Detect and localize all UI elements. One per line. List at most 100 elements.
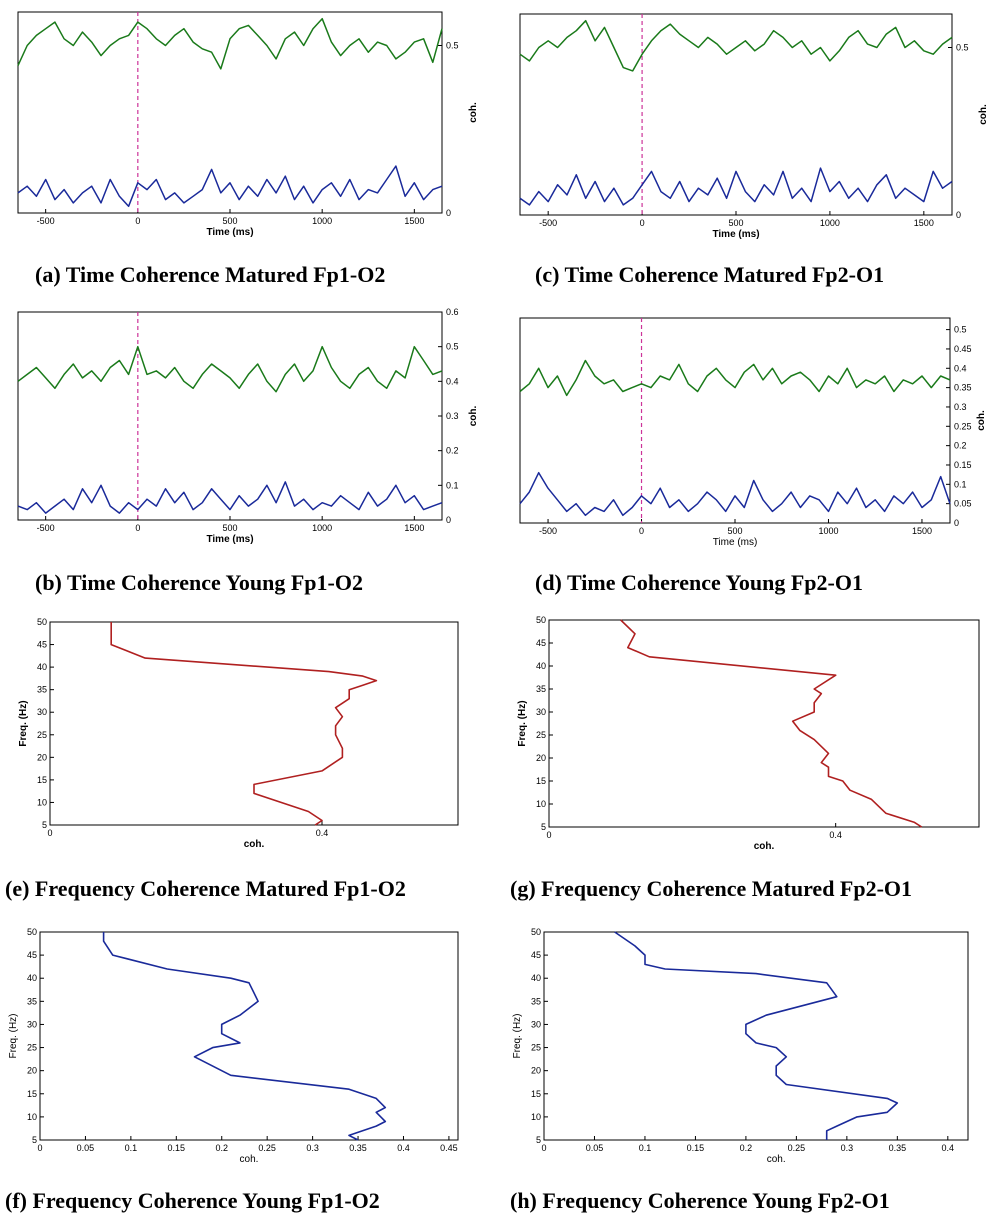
y-tick-label: 35 bbox=[27, 996, 37, 1006]
y-tick-label: 0.5 bbox=[446, 41, 459, 51]
x-tick-label: 0 bbox=[639, 526, 644, 536]
y-tick-label: 25 bbox=[531, 1043, 541, 1053]
x-tick-label: 0.2 bbox=[740, 1143, 753, 1153]
y-tick-label: 0.2 bbox=[954, 441, 967, 451]
y-tick-label: 0 bbox=[446, 208, 451, 218]
y-axis-label: Freq. (Hz) bbox=[8, 1014, 19, 1059]
x-tick-label: 0.3 bbox=[306, 1143, 319, 1153]
y-tick-label: 0 bbox=[446, 515, 451, 525]
x-tick-label: 500 bbox=[222, 216, 237, 226]
y-tick-label: 30 bbox=[536, 707, 546, 717]
x-tick-label: 0.45 bbox=[440, 1143, 458, 1153]
y-tick-label: 15 bbox=[531, 1089, 541, 1099]
caption-f: (f) Frequency Coherence Young Fp1-O2 bbox=[5, 1188, 380, 1213]
caption-c: (c) Time Coherence Matured Fp2-O1 bbox=[535, 262, 885, 287]
x-axis-label: coh. bbox=[244, 839, 265, 850]
caption-e: (e) Frequency Coherence Matured Fp1-O2 bbox=[5, 876, 406, 901]
x-tick-label: -500 bbox=[37, 523, 55, 533]
x-tick-label: -500 bbox=[37, 216, 55, 226]
y-axis-label: Freq. (Hz) bbox=[512, 1014, 523, 1059]
x-tick-label: 0.35 bbox=[889, 1143, 907, 1153]
y-tick-label: 35 bbox=[531, 996, 541, 1006]
y-axis-label: coh. bbox=[468, 102, 479, 123]
y-tick-label: 20 bbox=[27, 1066, 37, 1076]
y-tick-label: 5 bbox=[541, 822, 546, 832]
y-tick-label: 15 bbox=[37, 775, 47, 785]
series-line-upper bbox=[17, 17, 443, 70]
x-tick-label: 1500 bbox=[404, 523, 424, 533]
x-tick-label: 1500 bbox=[914, 218, 934, 228]
y-tick-label: 0 bbox=[954, 518, 959, 528]
y-tick-label: 0.35 bbox=[954, 383, 972, 393]
x-tick-label: 0.1 bbox=[639, 1143, 652, 1153]
x-tick-label: 0 bbox=[37, 1143, 42, 1153]
y-tick-label: 0.1 bbox=[954, 479, 967, 489]
x-tick-label: 0.35 bbox=[349, 1143, 367, 1153]
x-tick-label: 1000 bbox=[312, 523, 332, 533]
x-tick-label: 0.05 bbox=[77, 1143, 95, 1153]
chart-g: 0 0.4 5 10 15 20 25 30 35 40 45 50 coh. Freq. (Hz) bbox=[517, 615, 980, 852]
y-tick-label: 50 bbox=[536, 615, 546, 625]
y-tick-label: 0.15 bbox=[954, 460, 972, 470]
y-tick-label: 35 bbox=[536, 684, 546, 694]
y-tick-label: 10 bbox=[536, 799, 546, 809]
chart-b: -500 0 500 1000 1500 0 0.1 0.2 0.3 0.4 0.5 0.6 Time … bbox=[17, 307, 479, 545]
series-line-lower bbox=[519, 471, 951, 517]
coherence-curve bbox=[614, 931, 899, 1140]
y-tick-label: 20 bbox=[531, 1066, 541, 1076]
x-tick-label: 1000 bbox=[818, 526, 838, 536]
y-tick-label: 30 bbox=[37, 707, 47, 717]
y-tick-label: 25 bbox=[27, 1043, 37, 1053]
y-tick-label: 45 bbox=[531, 950, 541, 960]
y-tick-label: 15 bbox=[27, 1089, 37, 1099]
x-tick-label: 500 bbox=[222, 523, 237, 533]
x-tick-label: 0.05 bbox=[586, 1143, 604, 1153]
x-tick-label: 0 bbox=[541, 1143, 546, 1153]
x-tick-label: 0.4 bbox=[316, 828, 329, 838]
y-tick-label: 40 bbox=[536, 661, 546, 671]
x-tick-label: 0.25 bbox=[258, 1143, 276, 1153]
series-line-lower bbox=[17, 165, 443, 208]
x-tick-label: 1500 bbox=[912, 526, 932, 536]
series-line-upper bbox=[519, 359, 951, 397]
x-tick-label: 0.2 bbox=[215, 1143, 228, 1153]
y-tick-label: 0.4 bbox=[446, 376, 459, 386]
plot-frame bbox=[543, 931, 969, 1141]
series-line-lower bbox=[17, 481, 443, 514]
x-tick-label: 500 bbox=[727, 526, 742, 536]
x-axis-label: Time (ms) bbox=[713, 537, 758, 548]
x-tick-label: 0.25 bbox=[788, 1143, 806, 1153]
caption-h: (h) Frequency Coherence Young Fp2-O1 bbox=[510, 1188, 890, 1213]
y-axis-label: coh. bbox=[978, 104, 989, 125]
x-tick-label: 0.1 bbox=[125, 1143, 138, 1153]
y-tick-label: 0.1 bbox=[446, 480, 459, 490]
chart-a: -500 0 500 1000 1500 0 0.5 Time (ms) coh. bbox=[17, 11, 479, 238]
y-axis-label: coh. bbox=[976, 410, 987, 431]
y-tick-label: 0 bbox=[956, 210, 961, 220]
y-tick-label: 0.5 bbox=[446, 342, 459, 352]
coherence-curve bbox=[620, 619, 923, 828]
series-line-lower bbox=[519, 167, 953, 206]
y-tick-label: 0.3 bbox=[954, 402, 967, 412]
plot-frame bbox=[39, 931, 459, 1141]
x-tick-label: 1000 bbox=[820, 218, 840, 228]
y-tick-label: 10 bbox=[37, 797, 47, 807]
y-axis-label: Freq. (Hz) bbox=[18, 700, 29, 746]
x-tick-label: 0.4 bbox=[397, 1143, 410, 1153]
x-axis-label: coh. bbox=[754, 841, 775, 852]
y-tick-label: 0.3 bbox=[446, 411, 459, 421]
y-tick-label: 20 bbox=[37, 752, 47, 762]
chart-h: 0 0.05 0.1 0.15 0.2 0.25 0.3 0.35 0.4 5 10 15 20 25 30… bbox=[512, 927, 969, 1165]
y-tick-label: 0.05 bbox=[954, 499, 972, 509]
y-tick-label: 0.4 bbox=[954, 363, 967, 373]
y-tick-label: 30 bbox=[27, 1019, 37, 1029]
y-tick-label: 45 bbox=[27, 950, 37, 960]
plot-frame bbox=[17, 311, 443, 521]
y-tick-label: 10 bbox=[531, 1112, 541, 1122]
y-tick-label: 0.2 bbox=[446, 446, 459, 456]
x-tick-label: 0.3 bbox=[841, 1143, 854, 1153]
y-tick-label: 10 bbox=[27, 1112, 37, 1122]
x-axis-label: coh. bbox=[767, 1154, 786, 1165]
x-axis-label: Time (ms) bbox=[206, 534, 253, 545]
plot-frame bbox=[519, 13, 953, 216]
